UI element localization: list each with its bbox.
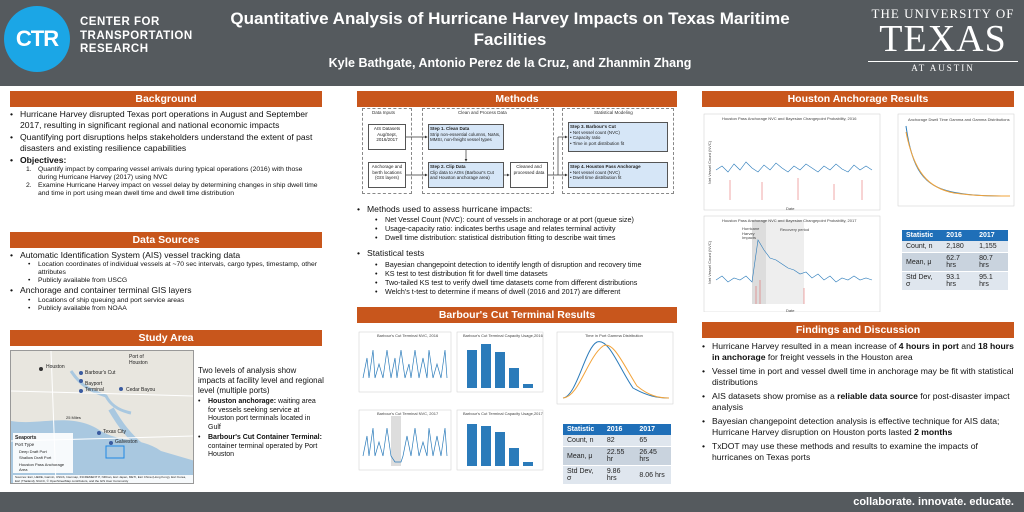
flow-step4: Step 4. Houston Pass Anchorage • Net vess… [568,162,668,188]
legend-item-shallow: Shallow Draft Port [19,455,52,460]
ctr-logo: CTR [4,6,70,72]
flow-cleaned: Cleaned and processed data [510,162,548,188]
data-sources-heading: Data Sources [10,232,322,248]
barbour-figures: Barbour's Cut Terminal NVC, 2016 Barbour… [357,328,677,478]
houston-nvc-2017-chart [703,215,881,313]
legend-item-anchorage: Houston Pass Anchorage Area [19,462,65,472]
study-area-heading: Study Area [10,330,322,346]
map-label-port-of-houston: Port of Houston [129,354,148,366]
barbour-gamma-chart [556,331,674,405]
map-label-cedar-bayou: Cedar Bayou [126,387,156,393]
table-row: Count, n 82 65 [563,435,671,447]
houston-stats-table: Statistic 2016 2017 Count, n 2,180 1,155 Mea… [902,230,1008,291]
flow-step3: Step 3. Barbour's Cut • Net vessel count … [568,122,668,152]
map-label-galveston: Galveston [115,439,138,445]
barbour-charts-svg [358,331,674,471]
poster-title: Quantitative Analysis of Hurricane Harve… [230,9,790,49]
barbour-capacity-2016-chart [456,331,544,393]
houston-heading: Houston Anchorage Results [702,91,1014,107]
study-area-map: Houston Port of Houston Barbour's Cut Ba… [10,350,194,484]
methods-text: Methods used to assess hurricane impacts… [357,204,677,296]
flow-arrows [406,135,568,177]
houston-nvc-2016-chart [703,113,881,211]
table-row: Mean, μ 62.7 hrs 80.7 hrs [902,252,1008,272]
ut-logo-austin: AT AUSTIN [868,61,1018,73]
table-row: Count, n 2,180 1,155 [902,241,1008,253]
center-name: CENTER FOR TRANSPORTATION RESEARCH [80,16,193,55]
legend-item-deep: Deep Draft Port [19,449,47,454]
map-svg [11,351,193,483]
footer-tagline: collaborate. innovate. educate. [0,492,1024,512]
barbour-nvc-2017-chart [358,409,452,471]
flow-ais-input: AIS Datasets Aug/Sept, 2016/2017 [368,124,406,150]
study-area-text: Two levels of analysis show impacts at f… [198,366,324,460]
houston-dwell-gamma-chart [897,113,1015,207]
houston-charts-svg [703,113,1015,313]
methods-flowchart: Data Inputs Clean and Process Data Stati… [360,108,676,194]
flow-step2: Step 2. Clip Data Clip data to AOIs (Barb… [428,162,504,188]
background-heading: Background [10,91,322,107]
methods-heading: Methods [357,91,677,107]
map-label-bayport: Bayport Terminal [85,381,104,393]
legend-title: Seaports [15,435,37,441]
findings-text: Hurricane Harvey resulted in a mean incr… [702,341,1016,463]
data-sources-text: Automatic Identification System (AIS) ve… [10,250,322,313]
legend-subtitle: Port Type [15,442,35,447]
barbour-nvc-2016-chart [358,331,452,393]
map-label-texas-city: Texas City [103,429,127,435]
flow-gis-input: Anchorage and berth locations (GIS layer… [368,162,406,188]
ut-logo-texas: TEXAS [879,18,1007,60]
map-source: Sources: Esri, HERE, Garmin, USGS, Inter… [15,475,186,483]
table-row: Mean, μ 22.55 hr 26.45 hrs [563,446,671,466]
ut-logo-top: THE UNIVERSITY OF [871,6,1015,21]
barbour-heading: Barbour's Cut Terminal Results [357,307,677,323]
table-row: Std Dev, σ 9.86 hrs 8.06 hrs [563,465,671,485]
table-row: Std Dev, σ 93.1 hrs 95.1 hrs [902,271,1008,291]
authors: Kyle Bathgate, Antonio Perez de la Cruz,… [328,56,692,70]
houston-figures: Houston Pass Anchorage NVC and Bayesian … [702,110,1016,313]
map-label-barbours-cut: Barbour's Cut [85,370,116,376]
barbour-stats-table: Statistic 2016 2017 Count, n 82 65 Mean, μ 22… [563,424,671,485]
poster-header: CTR CENTER FOR TRANSPORTATION RESEARCH Q… [0,0,1024,86]
flow-step1: Step 1. Clean Data Strip non-essential co… [428,124,504,150]
findings-heading: Findings and Discussion [702,322,1014,338]
barbour-capacity-2017-chart [456,409,544,471]
map-scale: 25 Miles [66,415,81,420]
background-text: Hurricane Harvey disrupted Texas port op… [10,109,322,198]
map-label-houston: Houston [46,364,65,370]
